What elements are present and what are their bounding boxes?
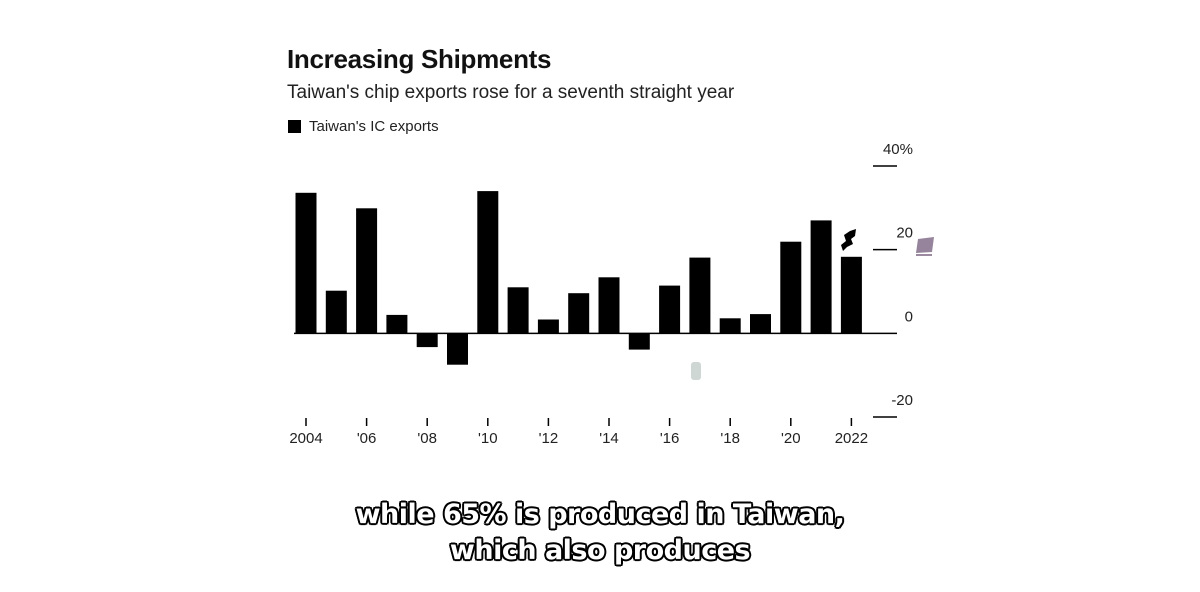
bar-2011: [507, 287, 529, 334]
smudge-mark: [916, 237, 934, 256]
y-tick-label--20: -20: [891, 392, 913, 409]
bar-2022: [840, 256, 862, 334]
x-tick-label-2018: '18: [720, 430, 740, 447]
bar-2005: [325, 290, 347, 334]
bar-2010: [477, 191, 499, 334]
chart-subtitle: Taiwan's chip exports rose for a seventh…: [287, 82, 735, 103]
smudge-mark-2: [691, 362, 701, 380]
bar-2007: [386, 314, 408, 334]
x-tick-label-2022: 2022: [835, 430, 868, 447]
x-tick-label-2004: 2004: [289, 430, 322, 447]
x-tick-label-2008: '08: [417, 430, 437, 447]
bar-2016: [659, 285, 681, 334]
y-tick-label-0: 0: [905, 308, 913, 325]
bar-2014: [598, 277, 620, 334]
x-tick-label-2010: '10: [478, 430, 498, 447]
bar-2018: [719, 318, 741, 334]
bar-2015: [628, 333, 650, 350]
x-tick-label-2006: '06: [357, 430, 377, 447]
bar-2019: [750, 314, 771, 334]
bar-2017: [689, 257, 711, 334]
bar-2012: [537, 319, 559, 334]
x-tick-label-2014: '14: [599, 430, 619, 447]
x-tick-label-2016: '16: [660, 430, 680, 447]
bar-2006: [356, 208, 378, 334]
subtitle-caption-line-1: while 65% is produced in Taiwan,: [355, 499, 845, 530]
bar-2020: [780, 241, 802, 334]
y-tick-label-20: 20: [896, 225, 913, 242]
bar-2008: [416, 333, 438, 348]
chart-title: Increasing Shipments: [287, 44, 552, 74]
legend-label: Taiwan's IC exports: [309, 118, 439, 135]
x-tick-label-2012: '12: [539, 430, 559, 447]
y-tick-label-40: 40%: [883, 141, 913, 158]
legend-swatch: [288, 120, 301, 133]
bar-2009: [447, 333, 468, 365]
bar-2013: [568, 293, 590, 334]
legend: Taiwan's IC exports: [288, 118, 439, 135]
bar-2021: [810, 220, 832, 334]
bar-2004: [295, 192, 317, 334]
subtitle-caption-line-2: which also produces: [449, 535, 751, 566]
scribble-mark: [841, 229, 856, 251]
x-tick-label-2020: '20: [781, 430, 801, 447]
